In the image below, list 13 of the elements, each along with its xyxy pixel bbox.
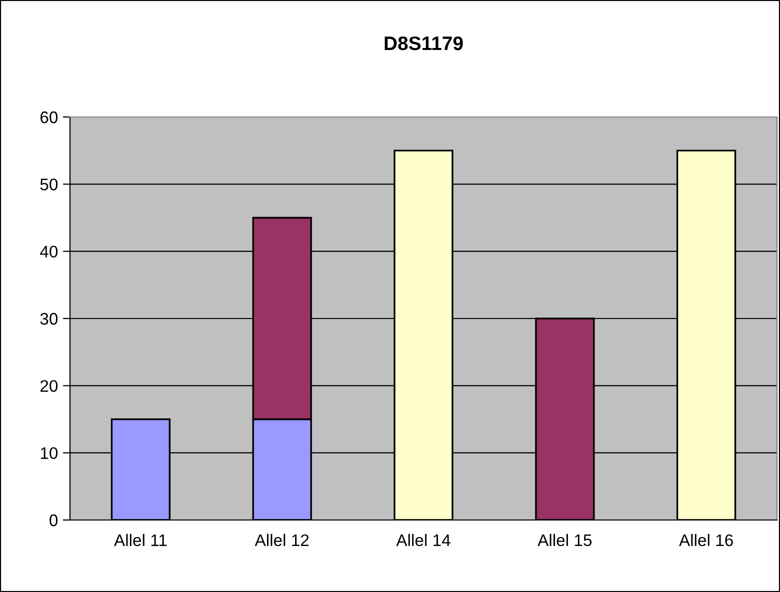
y-tick-label: 30: [40, 312, 58, 325]
x-tick-label: Allel 16: [679, 534, 733, 546]
x-tick-label: Allel 15: [538, 534, 592, 546]
y-tick-label: 50: [40, 178, 58, 190]
y-tick-label: 10: [40, 447, 58, 460]
chart-title: D8S1179: [384, 36, 463, 50]
y-tick-label: 20: [40, 380, 58, 392]
y-tick-label: 60: [40, 111, 58, 124]
y-tick-label: 0: [50, 514, 58, 526]
y-tick-label: 40: [40, 246, 58, 258]
x-tick-label: Allel 12: [254, 534, 309, 546]
x-tick-label: Allel 11: [114, 534, 167, 546]
x-tick-label: Allel 14: [396, 534, 450, 546]
